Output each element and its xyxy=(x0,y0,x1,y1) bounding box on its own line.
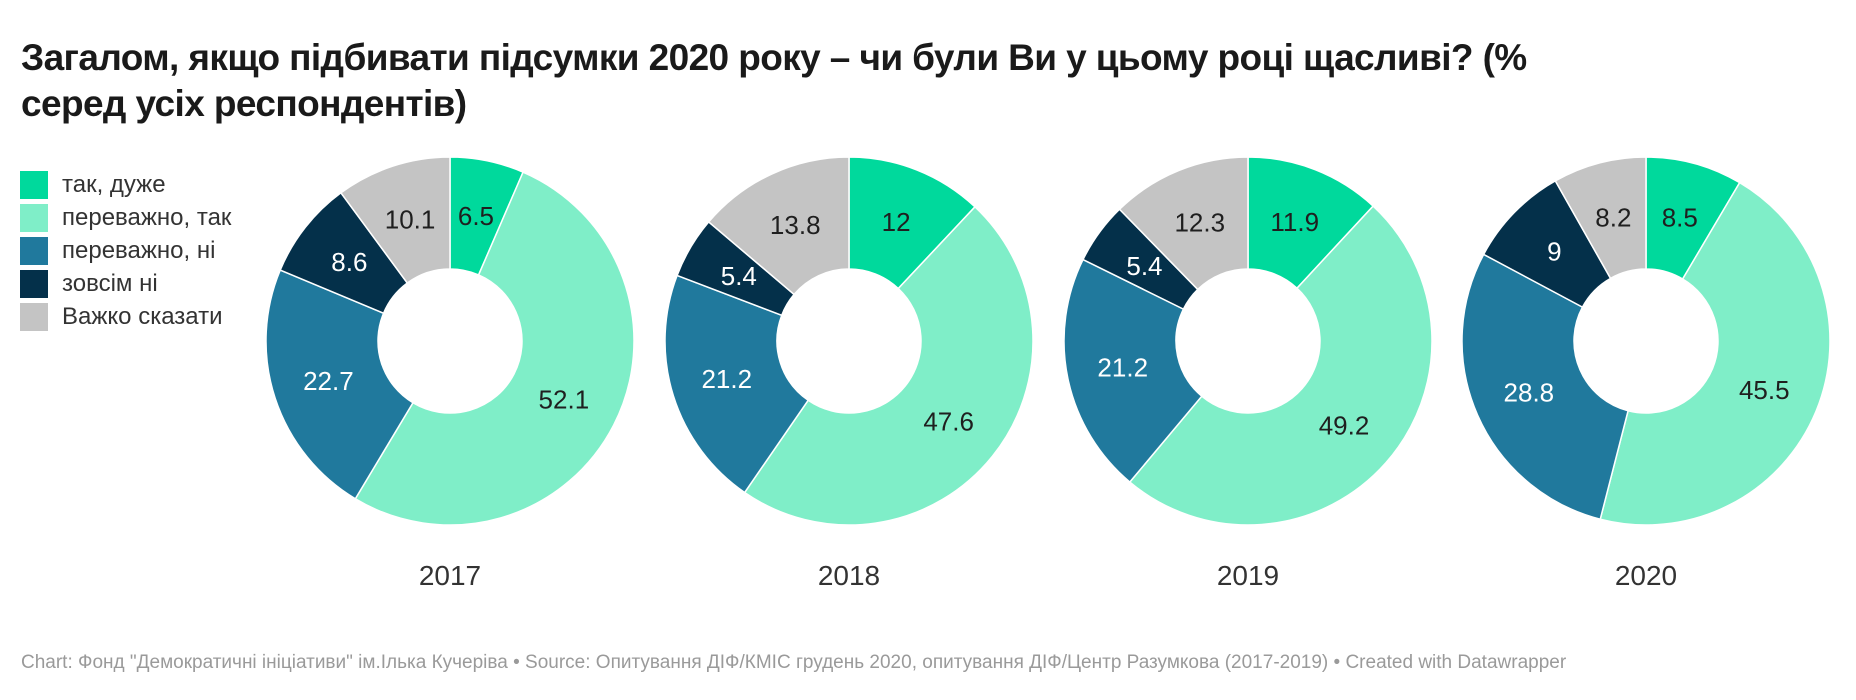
slice-value-label: 12.3 xyxy=(1174,208,1225,238)
donut-slice-2018-1 xyxy=(848,156,977,290)
donut-slice-2018-2 xyxy=(743,205,1034,526)
year-label-2019: 2019 xyxy=(1216,560,1280,591)
donut-slice-2018-5 xyxy=(707,156,850,296)
legend-item: переважно, ні xyxy=(20,237,231,265)
donut-slice-2017-3 xyxy=(265,269,414,500)
donut-slice-2017-2 xyxy=(354,171,635,526)
legend: так, дуже переважно, так переважно, ні зовс… xyxy=(20,171,231,336)
donut-chart-2019: 11.9 49.2 21.2 5.4 12.3 xyxy=(1063,156,1433,526)
slice-value-label: 9 xyxy=(1547,237,1561,267)
donut-slice-2018-3 xyxy=(664,274,810,494)
donut-slice-2019-3 xyxy=(1063,258,1203,484)
footer-attribution: Chart: Фонд "Демократичні ініціативи" ім… xyxy=(21,652,1567,673)
legend-item: зовсім ні xyxy=(20,270,231,298)
legend-item: Важко сказати xyxy=(20,303,231,331)
slice-value-label: 12 xyxy=(882,207,911,237)
slice-value-label: 47.6 xyxy=(923,406,974,436)
legend-label: так, дуже xyxy=(62,171,166,198)
slice-value-label: 8.5 xyxy=(1662,203,1698,233)
legend-item: переважно, так xyxy=(20,204,231,232)
year-label-2018: 2018 xyxy=(817,560,881,591)
chart-title-line2: серед усіх респондентів) xyxy=(21,82,467,124)
slice-value-label: 21.2 xyxy=(701,364,752,394)
slice-value-label: 8.6 xyxy=(331,247,367,277)
legend-swatch xyxy=(20,171,48,199)
slice-value-label: 49.2 xyxy=(1319,411,1370,441)
legend-swatch xyxy=(20,237,48,265)
donut-chart-2018: 12 47.6 21.2 5.4 13.8 xyxy=(664,156,1034,526)
chart-title: Загалом, якщо підбивати підсумки 2020 ро… xyxy=(21,35,1721,127)
donut-slice-2019-2 xyxy=(1128,205,1433,526)
slice-value-label: 5.4 xyxy=(721,261,757,291)
slice-value-label: 6.5 xyxy=(458,201,494,231)
legend-swatch xyxy=(20,270,48,298)
slice-value-label: 13.8 xyxy=(770,210,821,240)
legend-item: так, дуже xyxy=(20,171,231,199)
donut-slice-2020-5 xyxy=(1554,156,1647,280)
donut-chart-2020: 8.5 45.5 28.8 9 8.2 xyxy=(1461,156,1831,526)
donut-chart-2017: 6.5 52.1 22.7 8.6 10.1 xyxy=(265,156,635,526)
legend-label: переважно, так xyxy=(62,204,232,231)
donut-slice-2020-3 xyxy=(1461,253,1630,521)
donut-slice-2020-2 xyxy=(1599,181,1831,526)
slice-value-label: 11.9 xyxy=(1270,207,1319,237)
slice-value-label: 10.1 xyxy=(385,204,436,234)
slice-value-label: 5.4 xyxy=(1126,251,1162,281)
slice-value-label: 45.5 xyxy=(1739,375,1790,405)
legend-label: зовсім ні xyxy=(62,270,158,297)
donut-slice-2019-5 xyxy=(1118,156,1249,291)
slice-value-label: 28.8 xyxy=(1504,378,1555,408)
legend-swatch xyxy=(20,303,48,331)
year-label-2017: 2017 xyxy=(418,560,482,591)
legend-swatch xyxy=(20,204,48,232)
legend-label: Важко сказати xyxy=(62,303,223,330)
legend-label: переважно, ні xyxy=(62,237,216,264)
donut-slice-2017-5 xyxy=(339,156,451,285)
donut-slice-2019-1 xyxy=(1247,156,1375,290)
chart-title-line1: Загалом, якщо підбивати підсумки 2020 ро… xyxy=(21,36,1527,78)
year-label-2020: 2020 xyxy=(1614,560,1678,591)
slice-value-label: 52.1 xyxy=(539,385,590,415)
slice-value-label: 21.2 xyxy=(1097,352,1148,382)
slice-value-label: 8.2 xyxy=(1595,202,1631,232)
slice-value-label: 22.7 xyxy=(303,366,354,396)
